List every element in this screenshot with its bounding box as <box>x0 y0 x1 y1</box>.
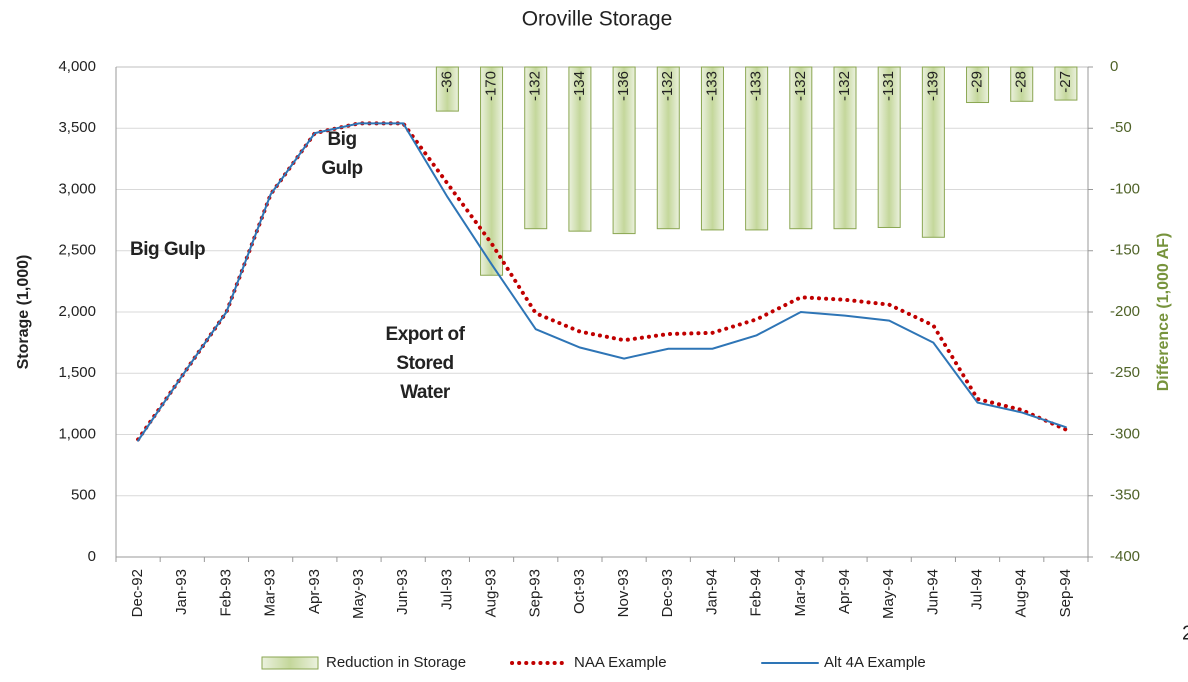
bar <box>966 66 990 104</box>
x-tick-label: Jan-93 <box>173 569 190 615</box>
bar-value-label: -133 <box>703 71 720 101</box>
y2-axis-label: Difference (1,000 AF) <box>1155 233 1172 392</box>
bar-value-label: -132 <box>792 71 809 101</box>
x-tick-label: Feb-94 <box>748 569 765 617</box>
y-tick-label: 1,500 <box>58 364 96 381</box>
bar <box>877 66 901 228</box>
x-tick-label: Jun-93 <box>394 569 411 615</box>
bar <box>745 66 769 231</box>
bar <box>568 66 592 232</box>
page-number: 2 <box>1182 622 1188 644</box>
x-tick-label: May-94 <box>880 569 897 619</box>
bar-value-label: -36 <box>438 71 455 93</box>
bar <box>524 66 548 230</box>
x-tick-label: Jun-94 <box>924 569 941 615</box>
y-axis-label: Storage (1,000) <box>15 255 32 370</box>
y-tick-label: 500 <box>71 487 96 504</box>
y2-tick-label: -150 <box>1110 242 1140 259</box>
bar-value-label: -133 <box>748 71 765 101</box>
x-tick-label: Jul-93 <box>438 569 455 610</box>
bar <box>612 66 636 235</box>
bar-value-label: -131 <box>880 71 897 101</box>
annotation: Gulp <box>321 158 362 179</box>
bar <box>921 66 945 238</box>
bar <box>435 66 459 112</box>
y2-tick-label: 0 <box>1110 58 1118 75</box>
y-tick-label: 0 <box>88 548 96 565</box>
bar <box>789 66 813 230</box>
y2-tick-label: -350 <box>1110 487 1140 504</box>
y2-tick-label: -300 <box>1110 425 1140 442</box>
bar-value-label: -134 <box>571 71 588 101</box>
bar-value-label: -28 <box>1013 71 1030 93</box>
y-tick-label: 2,000 <box>58 303 96 320</box>
annotation: Stored <box>396 353 453 374</box>
bar <box>480 66 504 276</box>
x-tick-label: Nov-93 <box>615 569 632 617</box>
y2-tick-label: -400 <box>1110 548 1140 565</box>
bar <box>833 66 857 230</box>
x-tick-label: Mar-93 <box>262 569 279 617</box>
bar-value-label: -139 <box>924 71 941 101</box>
bar-value-label: -29 <box>969 71 986 93</box>
bar <box>1010 66 1034 102</box>
y-tick-label: 3,500 <box>58 119 96 136</box>
line <box>137 122 1067 442</box>
bar-value-label: -132 <box>527 71 544 101</box>
bar-value-label: -27 <box>1057 71 1074 93</box>
y-tick-label: 1,000 <box>58 425 96 442</box>
y2-tick-label: -50 <box>1110 119 1132 136</box>
x-tick-label: Aug-93 <box>483 569 500 617</box>
legend-label: NAA Example <box>574 654 667 671</box>
bar-value-label: -132 <box>836 71 853 101</box>
x-tick-label: Sep-93 <box>527 569 544 617</box>
legend-label: Reduction in Storage <box>326 654 466 671</box>
y2-tick-label: -200 <box>1110 303 1140 320</box>
bar <box>1054 66 1078 101</box>
legend-label: Alt 4A Example <box>824 654 926 671</box>
bar-value-label: -136 <box>615 71 632 101</box>
x-tick-label: Oct-93 <box>571 569 588 614</box>
bar <box>656 66 680 230</box>
bar <box>700 66 724 231</box>
x-tick-label: Dec-93 <box>659 569 676 617</box>
x-tick-label: May-93 <box>350 569 367 619</box>
x-tick-label: Apr-93 <box>306 569 323 614</box>
x-tick-label: Aug-94 <box>1013 569 1030 617</box>
x-tick-label: Apr-94 <box>836 569 853 614</box>
x-tick-label: Sep-94 <box>1057 569 1074 617</box>
annotation: Big Gulp <box>130 239 205 260</box>
legend-swatch <box>261 656 319 670</box>
bar-value-label: -170 <box>483 71 500 101</box>
annotation: Big <box>327 129 356 150</box>
annotation: Export of <box>386 324 466 345</box>
x-tick-label: Jul-94 <box>969 569 986 610</box>
y2-tick-label: -250 <box>1110 364 1140 381</box>
x-tick-label: Jan-94 <box>703 569 720 615</box>
x-tick-label: Dec-92 <box>129 569 146 617</box>
bar-value-label: -132 <box>659 71 676 101</box>
chart-title: Oroville Storage <box>522 8 673 31</box>
x-tick-label: Feb-93 <box>217 569 234 617</box>
y-tick-label: 4,000 <box>58 58 96 75</box>
y-tick-label: 3,000 <box>58 180 96 197</box>
x-tick-label: Mar-94 <box>792 569 809 617</box>
annotation: Water <box>400 382 451 403</box>
y2-tick-label: -100 <box>1110 180 1140 197</box>
y-tick-label: 2,500 <box>58 242 96 259</box>
